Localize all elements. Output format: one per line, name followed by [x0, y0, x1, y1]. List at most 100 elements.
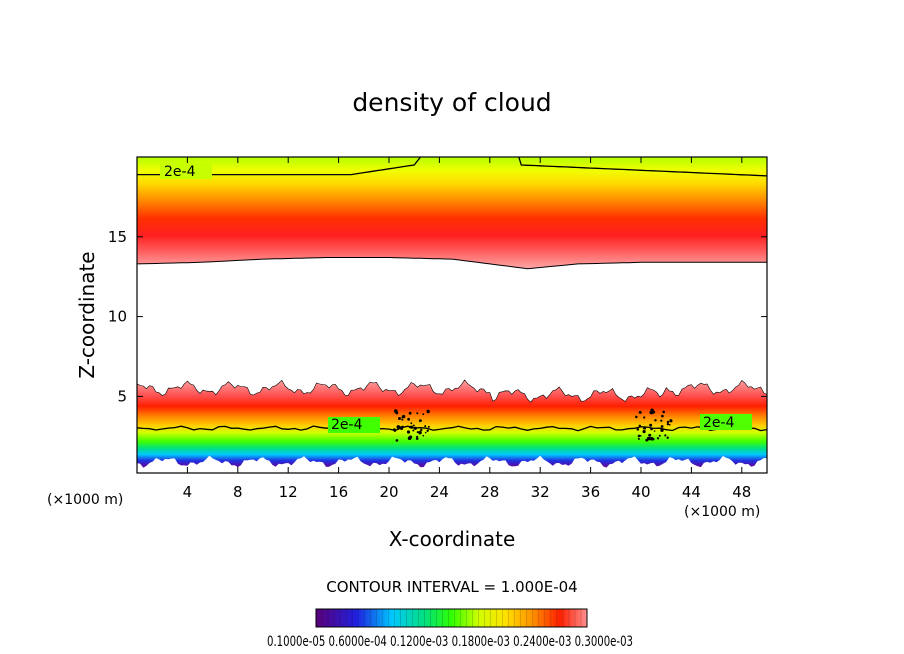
contour-label-lower-right: 2e-4: [703, 415, 735, 431]
x-tick-label: 44: [682, 483, 701, 501]
speckle: [395, 410, 398, 413]
speckle: [416, 435, 419, 438]
contour-label-upper: 2e-4: [164, 164, 196, 180]
speckle: [649, 436, 654, 441]
colorbar: [315, 608, 588, 628]
x-tick-label: 20: [379, 483, 398, 501]
speckle: [660, 428, 664, 432]
plot-area: [137, 157, 767, 468]
speckle: [401, 418, 404, 421]
speckle: [664, 434, 667, 437]
speckle: [643, 427, 645, 430]
speckle: [409, 425, 414, 429]
speckle: [638, 410, 642, 414]
speckle: [646, 439, 649, 442]
speckle: [426, 429, 429, 432]
speckle: [662, 410, 665, 414]
speckle: [650, 427, 653, 431]
speckle: [407, 417, 410, 421]
speckle: [422, 413, 425, 416]
speckle: [410, 422, 413, 425]
speckle: [396, 425, 401, 429]
speckle: [401, 414, 406, 419]
speckle: [666, 420, 670, 424]
upper-layer-base-contour: [137, 257, 767, 270]
speckle: [416, 412, 419, 415]
x-tick-label: 36: [581, 483, 600, 501]
speckle: [666, 436, 669, 439]
speckle: [427, 425, 430, 428]
chart-title: density of cloud: [352, 88, 551, 117]
speckle: [658, 434, 661, 437]
contour-interval-text: CONTOUR INTERVAL = 1.000E-04: [326, 578, 577, 596]
x-tick-label: 24: [430, 483, 449, 501]
speckle: [642, 430, 646, 434]
x-tick-label: 48: [732, 483, 751, 501]
speckle: [636, 428, 640, 431]
speckle: [654, 419, 657, 422]
speckle: [638, 424, 641, 427]
x-tick-label: 8: [233, 483, 243, 501]
speckle: [637, 434, 641, 438]
speckle: [424, 425, 427, 428]
plot-frame: [136, 156, 768, 474]
speckle: [660, 419, 663, 422]
speckle: [422, 434, 425, 437]
x-tick-label: 4: [183, 483, 193, 501]
speckle: [406, 430, 411, 434]
y-tick-label: 15: [108, 228, 127, 246]
speckle: [418, 430, 422, 435]
colorbar-stripes: [321, 609, 582, 627]
speckle: [412, 429, 415, 432]
speckle: [426, 409, 430, 414]
speckle: [395, 439, 399, 442]
speckle: [637, 437, 640, 440]
upper-cloud-layer: [137, 157, 767, 269]
speckle: [400, 427, 404, 430]
speckle: [640, 435, 642, 437]
y-tick-label: 10: [108, 308, 127, 326]
y-axis-unit: (×1000 m): [47, 492, 123, 508]
speckle: [650, 408, 654, 412]
y-tick-label: 5: [117, 387, 127, 405]
x-tick-label: 28: [480, 483, 499, 501]
speckle: [424, 431, 427, 434]
lower-cloud-layer: [137, 380, 767, 468]
speckle: [649, 423, 653, 427]
lower-layer-top-contour: [137, 379, 767, 403]
speckle: [408, 426, 411, 429]
speckle: [415, 437, 419, 440]
speckle: [635, 415, 638, 419]
speckle: [660, 425, 664, 428]
speckle: [392, 428, 396, 431]
x-axis-unit: (×1000 m): [684, 504, 760, 520]
speckle: [409, 435, 413, 439]
speckle: [648, 433, 652, 437]
speckle: [420, 428, 423, 432]
x-tick-label: 16: [329, 483, 348, 501]
speckle: [413, 426, 417, 430]
contour-label-lower-left: 2e-4: [331, 417, 363, 433]
speckle: [419, 419, 422, 422]
speckle: [661, 414, 664, 418]
colorbar-labels: 0.1000e-05 0.6000e-04 0.1200e-03 0.1800e…: [267, 634, 633, 650]
speckle: [669, 423, 671, 426]
speckle: [669, 419, 672, 422]
x-tick-label: 40: [631, 483, 650, 501]
x-tick-label: 32: [531, 483, 550, 501]
speckle: [666, 423, 670, 426]
speckle: [643, 416, 646, 419]
x-axis-ticks: 4 8 12 16 20 24 28 32 36 40 44 48: [183, 157, 751, 501]
speckle: [653, 430, 656, 432]
speckle: [398, 417, 401, 420]
speckle: [656, 437, 660, 440]
speckle: [408, 411, 412, 415]
turbulence-speckles: [392, 408, 673, 442]
speckle: [649, 411, 653, 414]
x-axis-label: X-coordinate: [389, 527, 516, 551]
x-tick-label: 12: [279, 483, 298, 501]
y-axis-label: Z-coordinate: [75, 251, 99, 378]
y-axis-ticks: 5 10 15: [108, 228, 767, 405]
speckle: [412, 424, 415, 427]
